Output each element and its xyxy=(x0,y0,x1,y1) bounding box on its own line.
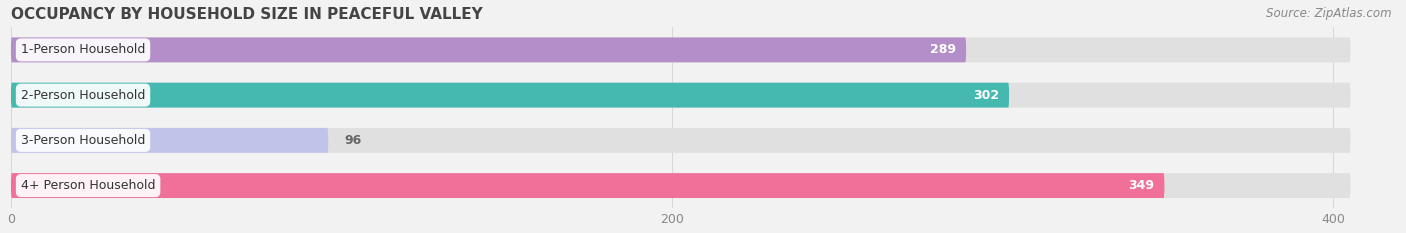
Text: 96: 96 xyxy=(344,134,361,147)
Text: Source: ZipAtlas.com: Source: ZipAtlas.com xyxy=(1267,7,1392,20)
FancyBboxPatch shape xyxy=(11,173,1351,198)
Text: 349: 349 xyxy=(1129,179,1154,192)
Text: 1-Person Household: 1-Person Household xyxy=(21,43,145,56)
Text: 3-Person Household: 3-Person Household xyxy=(21,134,145,147)
Text: 4+ Person Household: 4+ Person Household xyxy=(21,179,155,192)
FancyBboxPatch shape xyxy=(11,128,328,153)
Text: OCCUPANCY BY HOUSEHOLD SIZE IN PEACEFUL VALLEY: OCCUPANCY BY HOUSEHOLD SIZE IN PEACEFUL … xyxy=(11,7,482,22)
Text: 302: 302 xyxy=(973,89,1000,102)
FancyBboxPatch shape xyxy=(11,38,1351,62)
Text: 289: 289 xyxy=(931,43,956,56)
FancyBboxPatch shape xyxy=(11,128,1351,153)
FancyBboxPatch shape xyxy=(11,83,1351,108)
FancyBboxPatch shape xyxy=(11,173,1164,198)
FancyBboxPatch shape xyxy=(11,38,966,62)
Text: 2-Person Household: 2-Person Household xyxy=(21,89,145,102)
FancyBboxPatch shape xyxy=(11,83,1010,108)
